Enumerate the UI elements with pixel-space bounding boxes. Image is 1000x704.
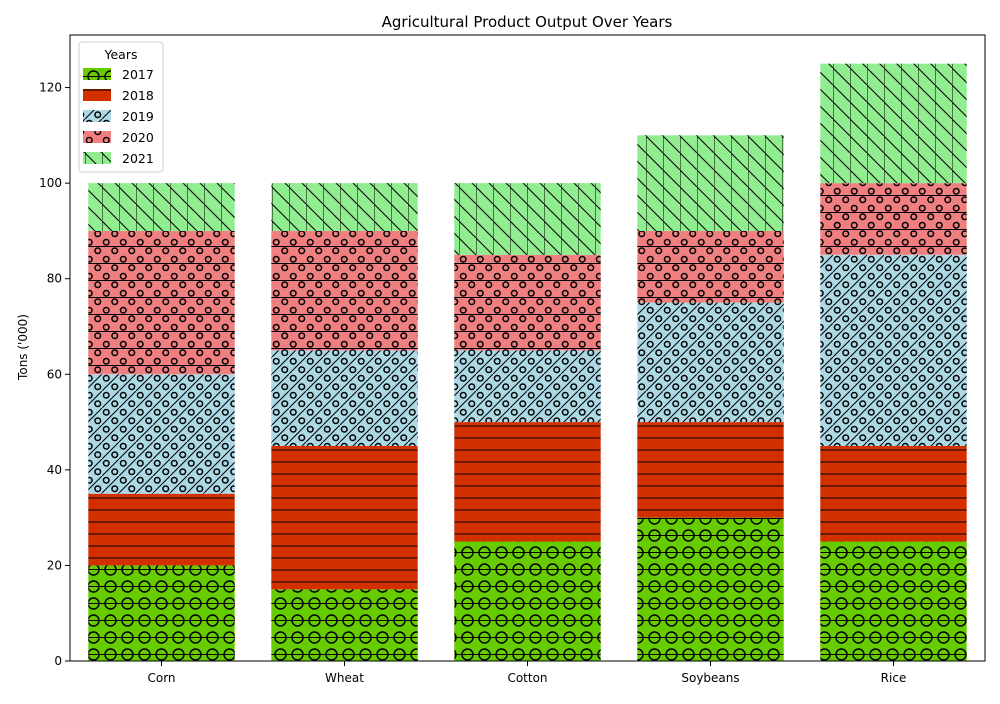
bar-wheat-2019 bbox=[271, 350, 418, 446]
x-tick-label-corn: Corn bbox=[147, 671, 175, 685]
legend-swatch-2020 bbox=[83, 131, 111, 143]
bar-rice-2019 bbox=[820, 254, 967, 446]
legend-swatch-2017 bbox=[83, 68, 111, 80]
bar-cotton-2020 bbox=[454, 254, 601, 351]
x-tick-label-cotton: Cotton bbox=[507, 671, 547, 685]
bar-soybeans-2018 bbox=[637, 422, 784, 518]
bar-wheat-2018 bbox=[271, 445, 418, 590]
y-axis-label: Tons ('000) bbox=[16, 314, 30, 381]
bar-corn-2017 bbox=[88, 565, 235, 661]
legend-entry-2020: 2020 bbox=[122, 130, 154, 145]
legend-swatch-2021 bbox=[83, 152, 111, 164]
legend-entry-2017: 2017 bbox=[122, 67, 154, 82]
legend-swatch-2018 bbox=[83, 89, 111, 101]
y-tick-label: 60 bbox=[47, 367, 62, 381]
bar-corn-2019 bbox=[88, 374, 235, 494]
bar-wheat-2021 bbox=[271, 183, 418, 231]
bar-rice-2017 bbox=[820, 541, 967, 661]
bar-rice-2021 bbox=[820, 63, 967, 184]
legend-entry-2018: 2018 bbox=[122, 88, 154, 103]
y-tick-label: 80 bbox=[47, 272, 62, 286]
bar-cotton-2019 bbox=[454, 350, 601, 423]
legend-entry-2021: 2021 bbox=[122, 151, 154, 166]
plot-frame bbox=[69, 34, 986, 662]
chart-title: Agricultural Product Output Over Years bbox=[382, 13, 673, 31]
bar-corn-2020 bbox=[88, 230, 235, 375]
y-tick-label: 40 bbox=[47, 463, 62, 477]
legend-entry-2019: 2019 bbox=[122, 109, 154, 124]
bar-soybeans-2021 bbox=[637, 135, 784, 231]
bar-soybeans-2019 bbox=[637, 302, 784, 423]
bar-soybeans-2017 bbox=[637, 517, 784, 661]
y-tick-label: 100 bbox=[39, 176, 62, 190]
bar-corn-2021 bbox=[88, 183, 235, 231]
bar-soybeans-2020 bbox=[637, 230, 784, 303]
bars-layer bbox=[88, 63, 967, 661]
bar-rice-2020 bbox=[820, 183, 967, 255]
x-axis: Corn Wheat Cotton Soybeans Rice bbox=[147, 661, 906, 685]
y-tick-label: 0 bbox=[54, 654, 62, 668]
bar-wheat-2017 bbox=[271, 589, 418, 661]
y-tick-label: 120 bbox=[39, 81, 62, 95]
x-tick-label-rice: Rice bbox=[881, 671, 907, 685]
bar-wheat-2020 bbox=[271, 230, 418, 351]
y-axis: 0 20 40 60 80 100 120 bbox=[39, 81, 70, 668]
bar-cotton-2018 bbox=[454, 422, 601, 542]
bar-rice-2018 bbox=[820, 445, 967, 542]
y-tick-label: 20 bbox=[47, 558, 62, 572]
x-tick-label-soybeans: Soybeans bbox=[681, 671, 739, 685]
bar-cotton-2017 bbox=[454, 541, 601, 661]
legend: Years 2017 2018 2019 2020 2021 bbox=[78, 41, 164, 173]
legend-title: Years bbox=[104, 47, 138, 62]
legend-swatch-2019 bbox=[83, 110, 111, 122]
bar-corn-2018 bbox=[88, 493, 235, 566]
x-tick-label-wheat: Wheat bbox=[325, 671, 364, 685]
bar-cotton-2021 bbox=[454, 183, 601, 255]
